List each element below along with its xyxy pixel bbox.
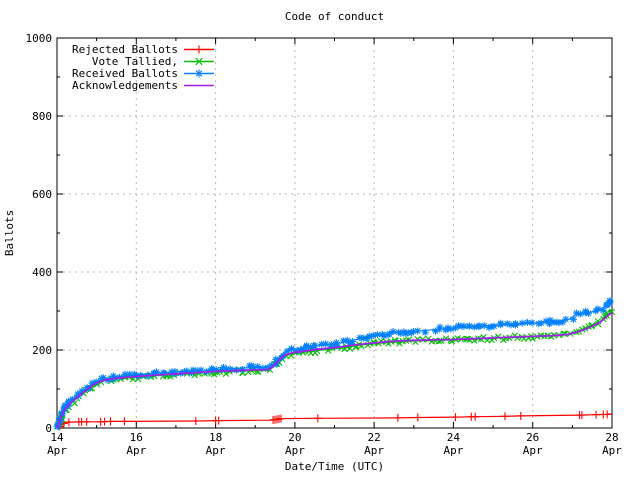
legend-label-received-ballots: Received Ballots <box>72 67 178 80</box>
svg-text:22: 22 <box>367 431 380 444</box>
svg-text:20: 20 <box>288 431 301 444</box>
svg-text:800: 800 <box>32 110 52 123</box>
svg-text:18: 18 <box>209 431 222 444</box>
svg-text:Apr: Apr <box>523 444 543 457</box>
y-axis-title: Ballots <box>3 210 16 256</box>
plot-area: 0200400600800100014Apr16Apr18Apr20Apr22A… <box>26 32 623 457</box>
chart-title: Code of conduct <box>285 10 384 23</box>
svg-text:Apr: Apr <box>602 444 622 457</box>
svg-text:0: 0 <box>45 422 52 435</box>
svg-text:Apr: Apr <box>443 444 463 457</box>
svg-text:Apr: Apr <box>47 444 67 457</box>
svg-text:14: 14 <box>50 431 64 444</box>
svg-text:16: 16 <box>130 431 143 444</box>
svg-text:28: 28 <box>605 431 618 444</box>
legend-label-vote-tallied: Vote Tallied, <box>92 55 178 68</box>
x-axis-title: Date/Time (UTC) <box>285 460 384 473</box>
legend: Rejected Ballots Vote Tallied, Received … <box>72 43 214 92</box>
legend-label-rejected-ballots: Rejected Ballots <box>72 43 178 56</box>
legend-label-acknowledgements: Acknowledgements <box>72 79 178 92</box>
svg-text:1000: 1000 <box>26 32 53 45</box>
svg-text:400: 400 <box>32 266 52 279</box>
svg-text:Apr: Apr <box>364 444 384 457</box>
legend-line-samples <box>184 45 214 87</box>
svg-text:Apr: Apr <box>285 444 305 457</box>
svg-text:24: 24 <box>447 431 461 444</box>
svg-text:Apr: Apr <box>126 444 146 457</box>
svg-text:600: 600 <box>32 188 52 201</box>
svg-text:200: 200 <box>32 344 52 357</box>
svg-text:Apr: Apr <box>206 444 226 457</box>
svg-text:26: 26 <box>526 431 539 444</box>
